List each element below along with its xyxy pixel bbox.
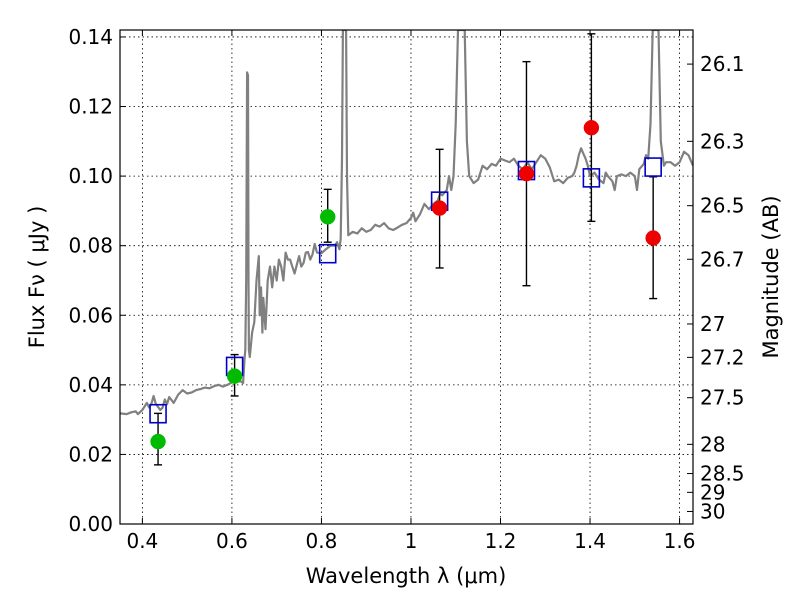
plot-area [120,30,693,524]
y-tick-label: 0.08 [68,234,113,258]
model-flux-square [318,243,337,264]
right-tick-label: 28 [700,432,725,456]
right-tick-label: 26.5 [700,194,745,218]
x-tick-label: 1 [405,529,418,553]
x-tick-label: 1.6 [664,529,696,553]
right-tick-label: 26.7 [700,247,745,271]
observed-flux-point [583,120,600,136]
observed-flux-point [518,165,535,182]
x-axis-title: Wavelength λ (μm) [306,564,507,588]
y-tick-label: 0.12 [68,95,113,119]
plot-frame [119,29,694,525]
y-tick-label: 0.10 [68,164,113,188]
x-tick-label: 0.4 [126,529,158,553]
model-flux-square [582,168,601,188]
observed-flux-point [226,368,243,384]
right-tick-label: 27 [700,312,725,336]
right-tick-label: 26.1 [700,52,745,76]
x-tick-label: 1.2 [485,529,517,553]
x-tick-label: 0.8 [306,529,338,553]
model-flux-square [644,157,662,177]
right-tick-label: 26.3 [700,129,745,153]
y-axis-title: Flux Fν ( μJy ) [25,206,49,349]
observed-flux-point [319,209,336,225]
observed-flux-point [645,230,661,246]
observed-flux-point [431,200,448,216]
y-tick-label: 0.06 [68,303,113,327]
x-tick-label: 0.6 [216,529,248,553]
observed-flux-point [150,433,166,450]
y-tick-label: 0.14 [68,25,113,49]
model-flux-square [149,403,167,424]
x-tick-label: 1.4 [574,529,606,553]
right-tick-label: 30 [700,499,725,523]
right-tick-label: 27.5 [700,386,745,410]
right-tick-label: 28.5 [700,462,745,486]
y-tick-label: 0.04 [68,373,113,397]
right-tick-label: 27.2 [700,345,745,369]
right-axis-title: Magnitude (AB) [759,195,783,358]
y-tick-label: 0.00 [68,512,113,536]
y-tick-label: 0.02 [68,442,113,466]
right-tick-label: 29 [700,480,725,504]
